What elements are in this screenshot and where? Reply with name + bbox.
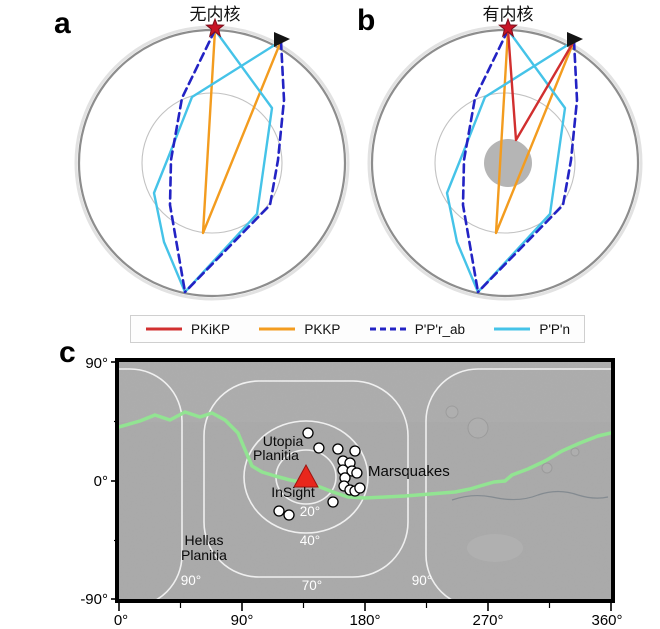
distance-ring-90-east [425,368,611,599]
bright-terrain-patch [467,534,523,562]
ppn-ray-a2 [152,39,283,294]
legend-item-pprab: P'P'r_ab [369,322,465,337]
marsquake-marker [349,445,361,457]
marsquakes-label: Marsquakes [368,463,450,480]
y-axis-label-90: 90° [85,355,108,372]
panel-c-label: c [59,336,76,369]
panel-b-title: 有内核 [483,5,534,24]
marsquake-marker [332,443,344,455]
ring-label-90-right: 90° [412,573,432,588]
marsquake-marker [313,442,325,454]
panel-a-label: a [54,7,71,40]
marsquake-marker [354,482,366,494]
distance-ring-70 [203,380,409,578]
ppn-ray-b2 [445,39,576,294]
x-axis-label-0: 0° [114,612,128,629]
y-axis-label-0: 0° [94,473,108,490]
legend-label-ppn: P'P'n [539,321,570,337]
pkkp-line-swatch-icon [259,327,296,331]
utopia-planitia-label-line1: Utopia [263,433,304,449]
ring-label-70: 70° [302,578,322,593]
panel-a: a 无内核 [54,5,350,301]
x-axis-label-180: 180° [349,612,380,629]
crater-relief-details [445,405,580,474]
receiver-triangle-icon-a [274,32,290,47]
marsquake-marker [302,427,314,439]
marsquake-marker [327,496,339,508]
pprab-ray-a1 [168,28,217,294]
legend-item-ppn: P'P'n [493,322,570,337]
seismic-source-star-icon-b [498,17,518,38]
panel-a-title: 无内核 [190,5,241,24]
legend-label-pkkp: PKKP [304,321,341,337]
valles-marineris-relief [451,490,609,501]
pprab-ray-b1 [461,28,510,294]
ppn-ray-b1 [476,28,567,294]
dichotomy-boundary-line [119,410,611,500]
distance-ring-90-west [119,368,183,599]
ring-label-20: 20° [300,504,320,519]
ppn-line-swatch-icon [494,327,531,331]
ring-label-90-left: 90° [181,573,201,588]
hellas-planitia-label-line2: Planitia [181,547,227,563]
x-axis-label-90: 90° [231,612,254,629]
ppn-ray-a1 [183,28,274,294]
utopia-planitia-label-line2: Planitia [253,447,299,463]
seismic-source-star-icon-a [205,17,225,38]
pkkp-ray-b [494,28,576,235]
x-axis-label-270: 270° [472,612,503,629]
marsquake-marker [273,505,285,517]
phase-legend: PKiKP PKKP P'P'r_ab P'P'n [130,315,585,343]
pprab-dashed-swatch-icon [369,327,406,331]
marsquake-marker [283,509,295,521]
distance-ring-40 [243,420,369,534]
pkikp-ray-b [506,28,576,142]
map-texture [119,362,611,599]
pprab-ray-b2 [476,39,579,294]
legend-label-pprab: P'P'r_ab [414,321,465,337]
pkkp-ray-a [201,28,283,235]
pprab-ray-a2 [183,39,286,294]
x-axis-label-360: 360° [591,612,622,629]
insight-label: InSight [271,484,315,500]
legend-label-pkikp: PKiKP [191,321,231,337]
pkikp-line-swatch-icon [146,327,182,331]
y-axis-label--90: -90° [80,591,108,608]
insight-lander-marker [293,463,319,488]
panel-c-map: c Utopia Planit [59,336,623,629]
panel-b: b 有内核 [357,4,643,301]
legend-item-pkkp: PKKP [258,322,340,337]
receiver-triangle-icon-b [567,32,583,47]
legend-item-pkikp: PKiKP [145,322,230,337]
marsquake-marker [351,467,363,479]
marsquake-markers [273,427,366,521]
ring-label-40: 40° [300,533,320,548]
hellas-planitia-label-line1: Hellas [185,532,224,548]
panel-b-label: b [357,4,375,37]
